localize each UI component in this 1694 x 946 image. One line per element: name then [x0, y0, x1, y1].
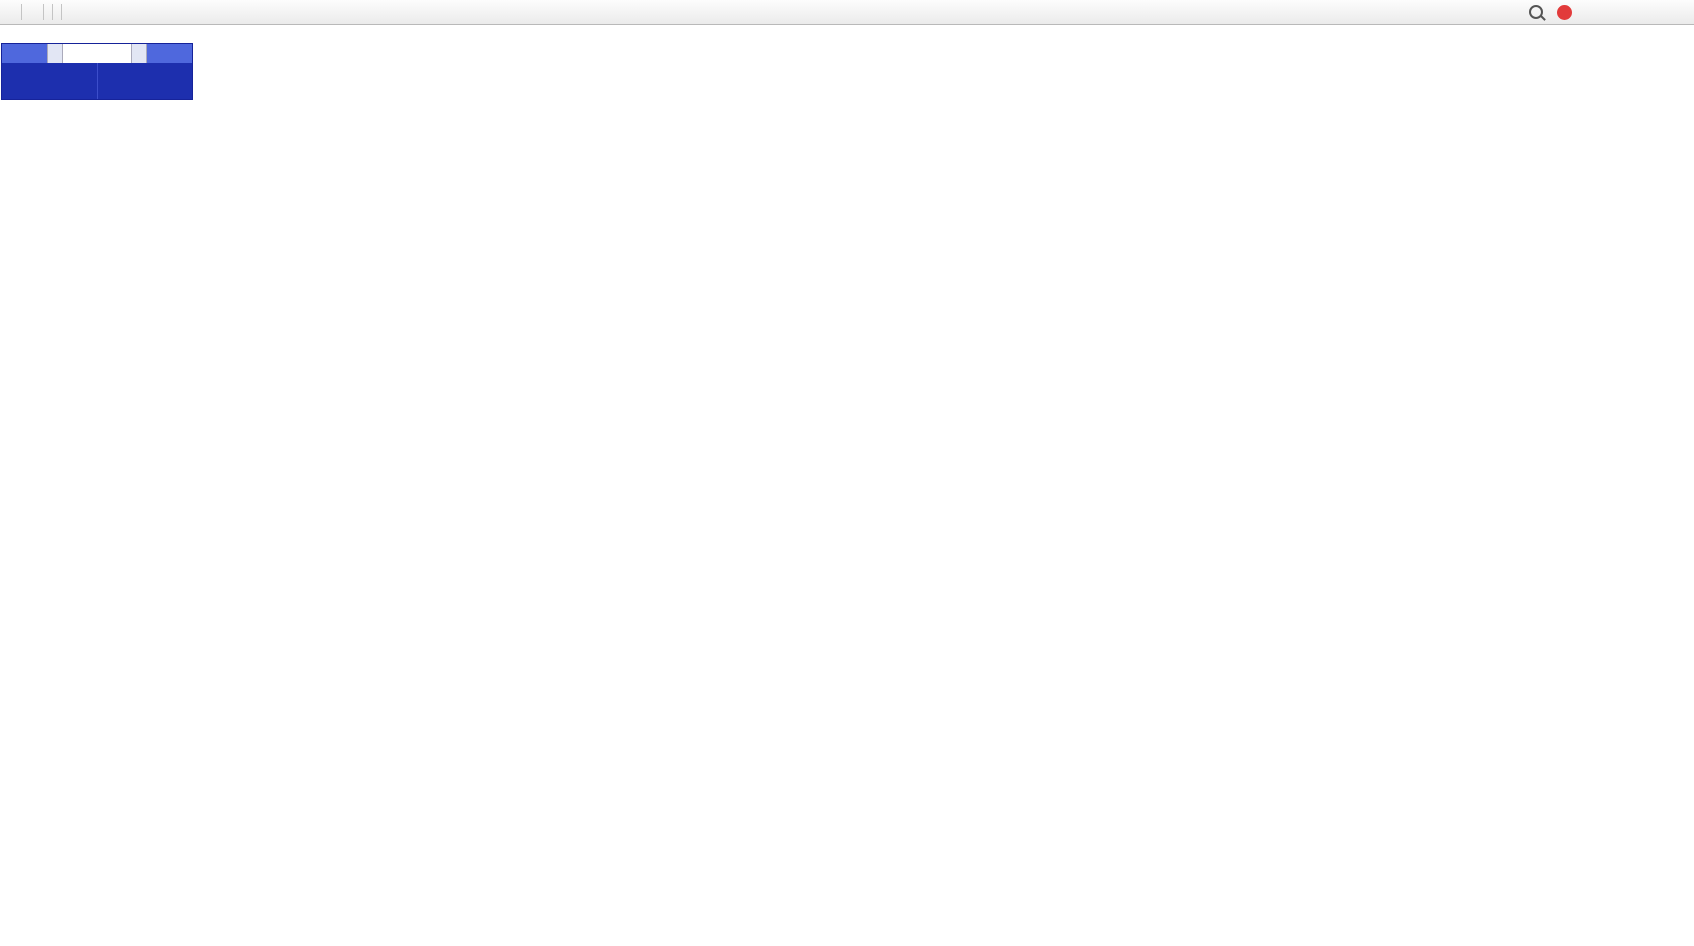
buy-button[interactable]: [147, 44, 192, 63]
toolbar-separator: [43, 4, 44, 20]
toolbar-separator: [21, 4, 22, 20]
toolbar-separator: [61, 4, 62, 20]
toolbar: [0, 0, 1694, 25]
buy-price[interactable]: [96, 63, 193, 99]
autotrading-button[interactable]: [26, 2, 39, 22]
chart-ohlc-readout: [4, 28, 32, 40]
sell-button[interactable]: [2, 44, 47, 63]
volume-increase-button[interactable]: [131, 44, 147, 63]
toolbar-right-group: [1529, 4, 1572, 20]
sell-price[interactable]: [2, 63, 97, 99]
macd-header: [0, 557, 7, 568]
toolbar-separator: [52, 4, 53, 20]
new-order-button[interactable]: [4, 2, 17, 22]
volume-decrease-button[interactable]: [47, 44, 63, 63]
search-icon[interactable]: [1529, 5, 1543, 19]
trade-panel-header: [2, 44, 192, 63]
one-click-trade-panel: [1, 43, 193, 100]
trade-panel-prices: [2, 63, 192, 99]
volume-input[interactable]: [63, 44, 131, 63]
notifications-badge[interactable]: [1557, 4, 1572, 20]
